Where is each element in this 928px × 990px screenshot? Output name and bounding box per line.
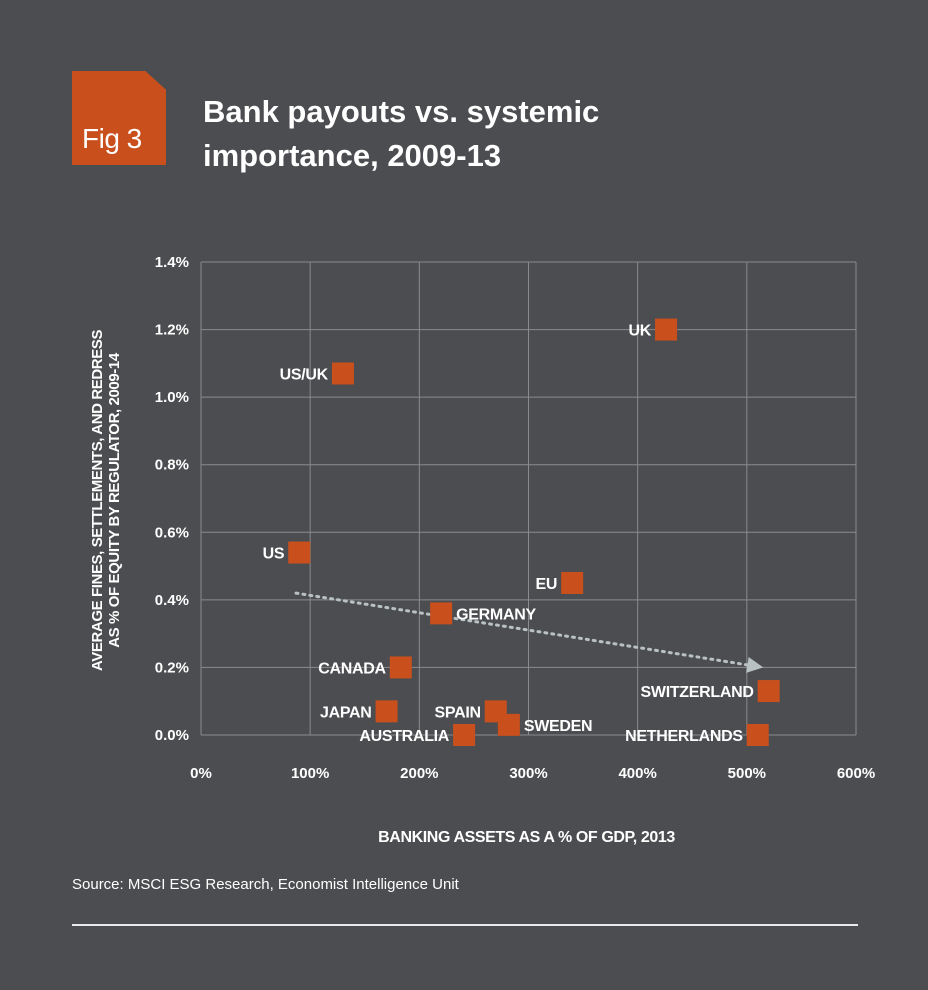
point-label: EU bbox=[536, 576, 558, 593]
bottom-divider bbox=[72, 924, 858, 926]
data-point bbox=[497, 713, 520, 736]
data-point bbox=[561, 571, 584, 594]
y-axis-title-line: AS % OF EQUITY BY REGULATOR, 2009-14 bbox=[106, 352, 123, 648]
trend-arrowhead bbox=[746, 657, 764, 673]
point-label: SWITZERLAND bbox=[641, 684, 754, 701]
point-label: JAPAN bbox=[320, 704, 372, 721]
data-point bbox=[453, 724, 476, 746]
y-tick-label: 0.8% bbox=[155, 457, 189, 474]
figure-badge: Fig 3 bbox=[72, 71, 166, 165]
point-label: UK bbox=[629, 323, 652, 340]
chart-title-line-2: importance, 2009-13 bbox=[203, 138, 502, 173]
data-point bbox=[655, 318, 678, 341]
point-label: SPAIN bbox=[435, 704, 481, 721]
point-label: GERMANY bbox=[456, 606, 536, 623]
y-axis-title-line: AVERAGE FINES, SETTLEMENTS, AND REDRESS bbox=[89, 330, 106, 671]
y-tick-label: 1.2% bbox=[155, 322, 189, 339]
point-label: NETHERLANDS bbox=[625, 728, 743, 745]
x-tick-label: 100% bbox=[291, 765, 329, 782]
x-tick-label: 600% bbox=[837, 765, 875, 782]
point-label: US/UK bbox=[280, 366, 329, 383]
x-axis-title: BANKING ASSETS AS A % OF GDP, 2013 bbox=[378, 829, 675, 846]
x-tick-label: 400% bbox=[618, 765, 656, 782]
x-tick-label: 200% bbox=[400, 765, 438, 782]
y-tick-label: 1.4% bbox=[155, 254, 189, 271]
point-label: US bbox=[263, 546, 285, 563]
y-tick-label: 0.0% bbox=[155, 727, 189, 744]
point-label: SWEDEN bbox=[524, 718, 592, 735]
data-point bbox=[375, 700, 398, 723]
trend-line bbox=[294, 591, 753, 668]
figure-badge-label: Fig 3 bbox=[82, 123, 142, 154]
data-point bbox=[331, 362, 354, 385]
data-point bbox=[430, 602, 453, 625]
data-point bbox=[288, 541, 311, 564]
y-tick-label: 1.0% bbox=[155, 389, 189, 406]
x-tick-label: 500% bbox=[728, 765, 766, 782]
chart-title: Bank payouts vs. systemic importance, 20… bbox=[203, 90, 723, 178]
chart-title-line-1: Bank payouts vs. systemic bbox=[203, 94, 600, 129]
source-note: Source: MSCI ESG Research, Economist Int… bbox=[72, 876, 459, 893]
data-point bbox=[746, 724, 769, 746]
scatter-chart: 0% 100% 200% 300% 400% 500% 600% 0.0% 0.2% 0.4% 0.… bbox=[89, 254, 875, 846]
y-tick-label: 0.4% bbox=[155, 592, 189, 609]
data-point bbox=[389, 656, 412, 679]
data-point bbox=[757, 680, 780, 703]
y-tick-label: 0.6% bbox=[155, 524, 189, 541]
point-label: AUSTRALIA bbox=[359, 728, 449, 745]
x-tick-label: 0% bbox=[190, 765, 212, 782]
y-tick-label: 0.2% bbox=[155, 659, 189, 676]
x-tick-label: 300% bbox=[509, 765, 547, 782]
point-label: CANADA bbox=[318, 660, 386, 677]
